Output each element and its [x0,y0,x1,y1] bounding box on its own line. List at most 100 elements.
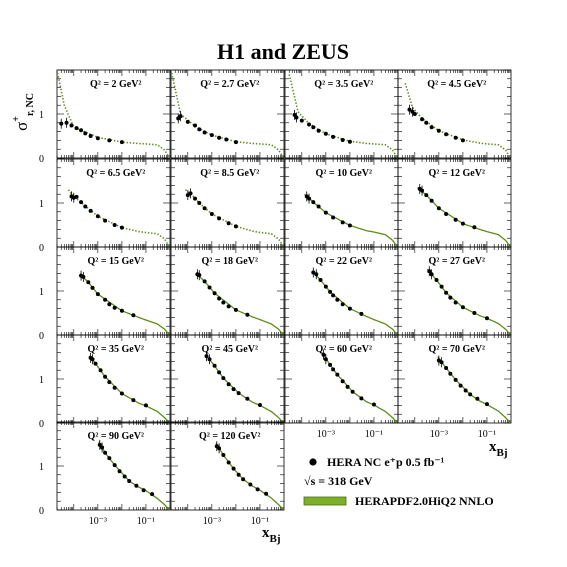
fit-curve [205,354,284,423]
data-point [328,289,333,294]
data-point [236,391,241,396]
panel-q2-label: Q² = 27 GeV² [429,256,485,267]
panel-q2-label: Q² = 8.5 GeV² [200,168,259,179]
data-point [340,137,345,142]
data-point [86,280,91,285]
y-axis-label: σ+r, NC [11,93,36,131]
data-point [178,114,183,119]
fit-curve [195,272,284,335]
data-point [340,220,345,225]
y-tick-label: 0 [39,331,44,342]
panel-q2-label: Q² = 4.5 GeV² [427,79,486,90]
data-point [217,296,222,301]
data-point [127,478,132,483]
panel-q2-27: Q² = 27 GeV² [397,246,512,336]
fit-curve-group [67,189,170,247]
panel-q2-label: Q² = 2.7 GeV² [200,79,259,90]
fit-curve [437,356,511,423]
data-point [119,308,124,313]
data-point [429,198,434,203]
data-point [453,300,458,305]
data-point [103,450,108,455]
data-point [245,396,250,401]
data-point [150,492,155,497]
data-point [107,302,112,307]
x-axis-label-right: xBj [489,439,508,459]
data-point [95,292,100,297]
data-point [439,360,444,365]
data-point [311,200,316,205]
data-point [103,374,108,379]
legend-label-energy: √s = 318 GeV [304,474,373,488]
data-point [188,191,193,196]
data-point [347,223,352,228]
data-point [264,491,269,496]
fit-curve-group [205,354,284,423]
data-point [241,477,246,482]
x-tick-label: 10⁻¹ [365,429,383,440]
data-point [90,357,95,362]
y-tick-label: 0 [39,419,44,430]
panel-q2-45: Q² = 45 GeV² [170,334,285,424]
data-point [321,352,326,357]
data-point [202,279,207,284]
panel-q2-10: Q² = 10 GeV² [284,158,399,248]
y-tick-label: 1 [39,110,44,121]
panel-q2-label: Q² = 45 GeV² [202,344,258,355]
fit-curve [311,270,398,335]
fit-curve [88,355,170,423]
data-point [134,483,139,488]
data-point [316,128,321,133]
data-point [340,379,345,384]
data-point [100,445,105,450]
data-point [90,285,95,290]
data-point [209,133,214,138]
panel-q2-2: 0 1 Q² = 2 GeV² [39,69,171,165]
data-point [217,370,222,375]
y-tick-label: 1 [39,287,44,298]
fit-curve [79,273,170,335]
data-point [197,201,202,205]
data-point [444,212,449,216]
data-point [453,135,458,140]
data-point [458,383,463,388]
fit-curve-group [57,70,170,158]
panel-q2-70: 10⁻³ 10⁻¹ Q² = 70 GeV² [397,334,512,440]
data-point [119,225,124,230]
data-point [204,354,209,359]
data-point [316,204,321,209]
data-point [88,208,93,213]
data-point [335,297,340,302]
data-point [318,278,323,282]
panel-q2-label: Q² = 3.5 GeV² [314,79,373,90]
data-point [314,272,319,277]
y-tick-label: 0 [39,506,44,517]
data-point [331,134,336,139]
y-tick-label: 1 [39,375,44,386]
data-point [371,402,376,407]
panel-q2-60: 10⁻³ 10⁻¹ Q² = 60 GeV² [284,334,399,440]
data-point [212,291,217,296]
panel-q2-label: Q² = 2 GeV² [90,79,141,90]
data-point [217,216,222,221]
data-point [429,272,434,277]
panel-q2-label: Q² = 22 GeV² [316,256,372,267]
data-point [209,212,214,216]
fit-curve-group [311,270,398,335]
panel-grid: 0 1 Q² = 2 GeV² Q² = 2.7 GeV² Q² = 3.5 GeV² Q… [39,69,512,527]
data-point [257,402,262,407]
data-point [59,121,64,126]
data-point [226,221,231,226]
chart-title: H1 and ZEUS [217,39,349,64]
data-point [236,472,241,477]
data-point [347,306,352,311]
fit-curve [215,442,284,510]
data-point [307,122,312,127]
data-point [328,362,333,367]
data-point [224,137,229,142]
data-point [311,125,316,130]
data-point [248,482,253,487]
panel-q2-label: Q² = 35 GeV² [88,344,144,355]
data-point [429,125,434,130]
